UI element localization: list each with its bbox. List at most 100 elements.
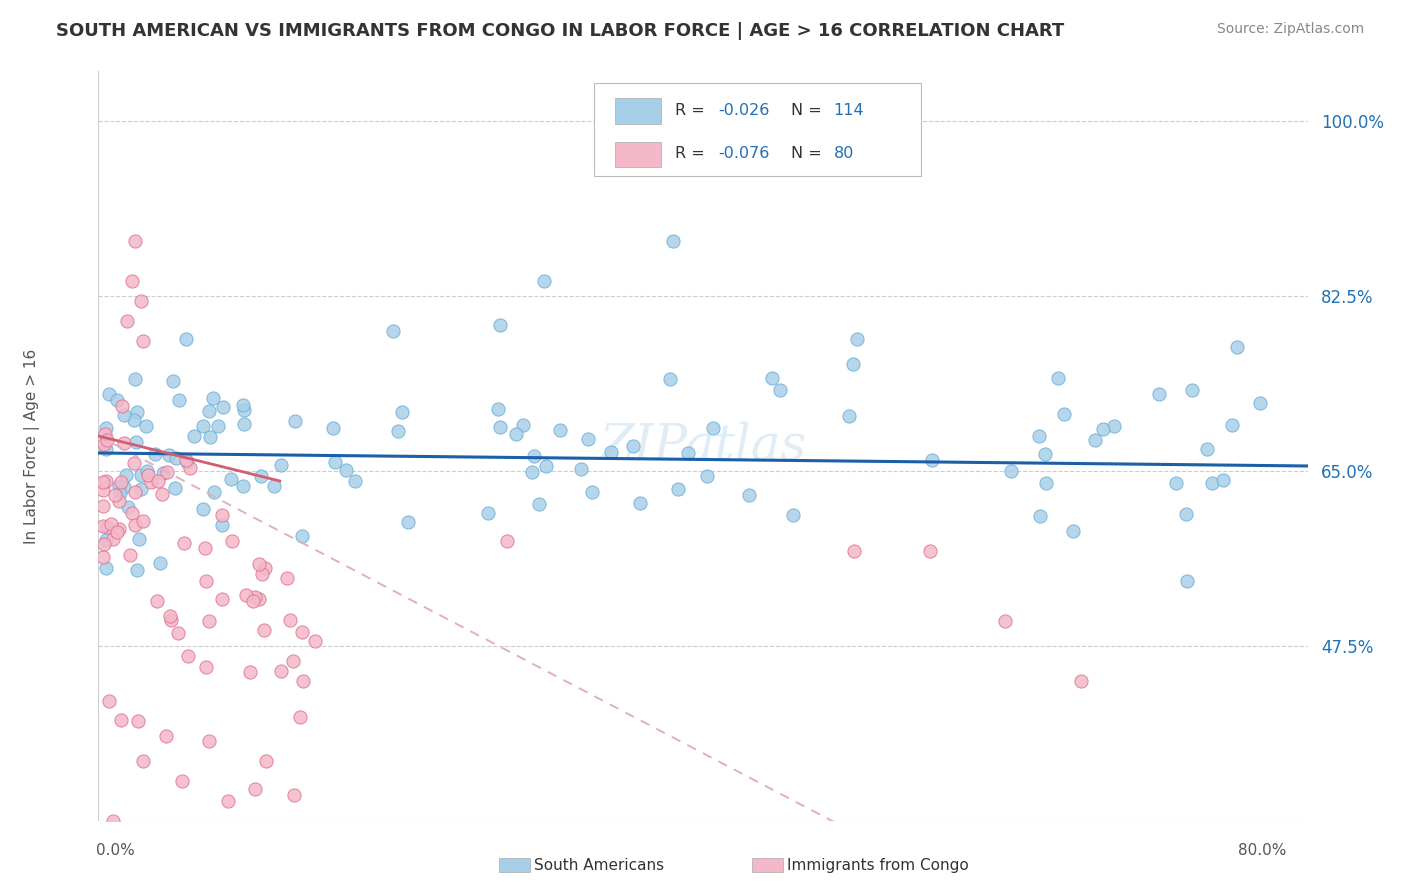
Point	[173, 536, 195, 550]
Point	[129, 468, 152, 483]
Point	[94, 533, 117, 547]
Point	[100, 516, 122, 531]
Point	[135, 419, 157, 434]
Point	[221, 533, 243, 548]
Point	[232, 403, 254, 417]
Point	[1035, 475, 1057, 490]
Point	[523, 449, 546, 463]
Point	[112, 408, 135, 422]
Point	[122, 456, 145, 470]
Point	[702, 420, 724, 434]
Text: South Americans: South Americans	[534, 858, 665, 872]
Text: ZIPatlas: ZIPatlas	[599, 421, 807, 471]
Point	[211, 508, 233, 522]
Point	[1000, 465, 1022, 479]
Text: 80: 80	[834, 146, 853, 161]
Point	[290, 624, 312, 639]
Point	[235, 588, 257, 602]
Bar	[614, 98, 661, 124]
Point	[219, 472, 242, 486]
Point	[254, 560, 277, 574]
Point	[176, 455, 198, 469]
Point	[160, 613, 183, 627]
Point	[128, 532, 150, 546]
Point	[387, 425, 409, 439]
Point	[112, 436, 135, 450]
Point	[1028, 428, 1050, 442]
Point	[217, 794, 239, 808]
Text: 80.0%: 80.0%	[1239, 843, 1286, 858]
Point	[232, 479, 254, 493]
Text: -0.026: -0.026	[718, 103, 770, 118]
Point	[382, 324, 405, 338]
Point	[844, 544, 866, 558]
Point	[120, 548, 142, 562]
Text: -0.076: -0.076	[718, 146, 770, 161]
Point	[254, 754, 277, 768]
Point	[94, 475, 117, 489]
Point	[193, 419, 215, 434]
Point	[676, 446, 699, 460]
Point	[91, 499, 114, 513]
Text: SOUTH AMERICAN VS IMMIGRANTS FROM CONGO IN LABOR FORCE | AGE > 16 CORRELATION CH: SOUTH AMERICAN VS IMMIGRANTS FROM CONGO …	[56, 22, 1064, 40]
Point	[169, 393, 191, 408]
Point	[527, 497, 550, 511]
Point	[207, 419, 229, 434]
Point	[522, 465, 544, 479]
Point	[124, 371, 146, 385]
Point	[838, 409, 860, 423]
Point	[661, 234, 683, 248]
Point	[162, 374, 184, 388]
Point	[110, 486, 132, 500]
Point	[291, 673, 314, 688]
Point	[512, 417, 534, 432]
Point	[91, 475, 114, 489]
Point	[91, 550, 114, 565]
Point	[782, 508, 804, 522]
Point	[117, 500, 139, 514]
Point	[270, 664, 292, 678]
Point	[91, 519, 114, 533]
Point	[283, 414, 305, 428]
Point	[201, 391, 224, 405]
Point	[569, 462, 592, 476]
Text: N =: N =	[792, 103, 827, 118]
Point	[198, 733, 221, 747]
Point	[242, 594, 264, 608]
Point	[183, 429, 205, 443]
Point	[159, 608, 181, 623]
Point	[96, 433, 118, 447]
Point	[1084, 434, 1107, 448]
Point	[108, 478, 131, 492]
Point	[1164, 475, 1187, 490]
Point	[127, 404, 149, 418]
Point	[477, 506, 499, 520]
Point	[112, 479, 135, 493]
Point	[165, 481, 187, 495]
Point	[111, 399, 134, 413]
Text: Source: ZipAtlas.com: Source: ZipAtlas.com	[1216, 22, 1364, 37]
Point	[103, 532, 125, 546]
Point	[93, 437, 115, 451]
Point	[97, 694, 120, 708]
Point	[172, 773, 194, 788]
Point	[104, 488, 127, 502]
Point	[291, 528, 314, 542]
Point	[335, 463, 357, 477]
Point	[124, 234, 146, 248]
Point	[197, 614, 219, 628]
Point	[165, 451, 187, 466]
Point	[202, 484, 225, 499]
Point	[534, 458, 557, 473]
Point	[191, 502, 214, 516]
Point	[150, 487, 173, 501]
Point	[96, 519, 118, 533]
Text: R =: R =	[675, 146, 710, 161]
Point	[918, 544, 941, 558]
Point	[761, 371, 783, 385]
Text: In Labor Force | Age > 16: In Labor Force | Age > 16	[24, 349, 39, 543]
Point	[249, 469, 271, 483]
Point	[131, 754, 153, 768]
Point	[247, 592, 270, 607]
Point	[288, 710, 311, 724]
